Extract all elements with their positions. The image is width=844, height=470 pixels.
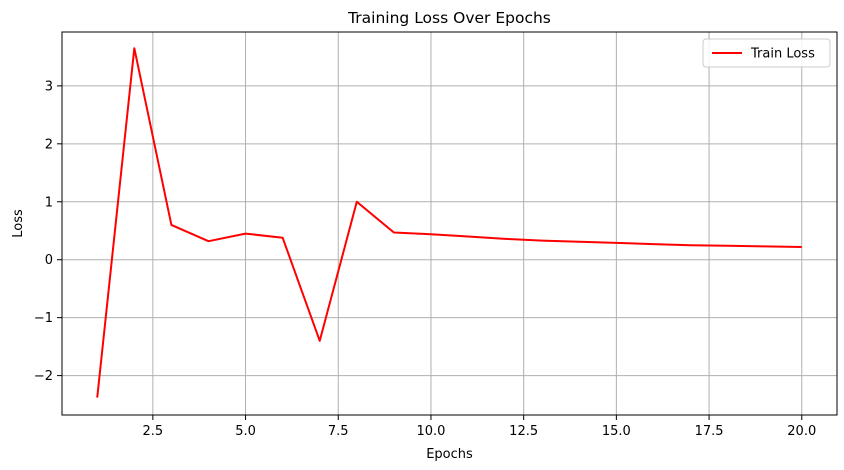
x-tick-label: 15.0 (602, 424, 631, 439)
plot-frame (61, 31, 838, 416)
y-axis: −2 −1 0 1 2 3 (34, 79, 62, 384)
legend-label: Train Loss (750, 47, 815, 62)
data-point (133, 47, 135, 49)
y-tick-label: −2 (34, 369, 53, 384)
data-point (652, 243, 654, 245)
data-point (96, 397, 98, 399)
x-tick-label: 5.0 (235, 424, 256, 439)
data-point (690, 244, 692, 246)
y-axis-title: Loss (11, 209, 26, 238)
data-point (245, 233, 247, 235)
y-tick-label: 1 (45, 195, 53, 210)
x-tick-label: 20.0 (787, 424, 816, 439)
data-point (319, 340, 321, 342)
series-line-train-loss (96, 47, 802, 398)
x-tick-label: 17.5 (695, 424, 724, 439)
x-tick-label: 7.5 (328, 424, 349, 439)
y-tick-label: 2 (45, 137, 53, 152)
data-point (356, 201, 358, 203)
y-tick-label: −1 (34, 311, 53, 326)
data-point (282, 237, 284, 239)
legend-box (702, 38, 831, 68)
data-point (764, 245, 766, 247)
x-tick-label: 12.5 (509, 424, 538, 439)
data-point (615, 242, 617, 244)
data-point (467, 236, 469, 238)
x-axis-title: Epochs (426, 447, 473, 462)
data-point (170, 224, 172, 226)
grid (62, 32, 837, 415)
x-tick-label: 2.5 (143, 424, 164, 439)
chart-title: Training Loss Over Epochs (347, 9, 551, 27)
y-tick-label: 0 (45, 253, 53, 268)
data-point (393, 231, 395, 233)
data-point (541, 240, 543, 242)
data-point (207, 240, 209, 242)
y-tick-label: 3 (45, 79, 53, 94)
series-layer (96, 47, 803, 399)
legend: Train Loss (702, 38, 831, 68)
x-tick-label: 10.0 (416, 424, 445, 439)
data-point (504, 238, 506, 240)
data-point (801, 246, 803, 248)
data-point (727, 245, 729, 247)
x-axis: 2.5 5.0 7.5 10.0 12.5 15.0 17.5 20.0 (143, 415, 816, 439)
data-point (578, 241, 580, 243)
data-point (430, 233, 432, 235)
